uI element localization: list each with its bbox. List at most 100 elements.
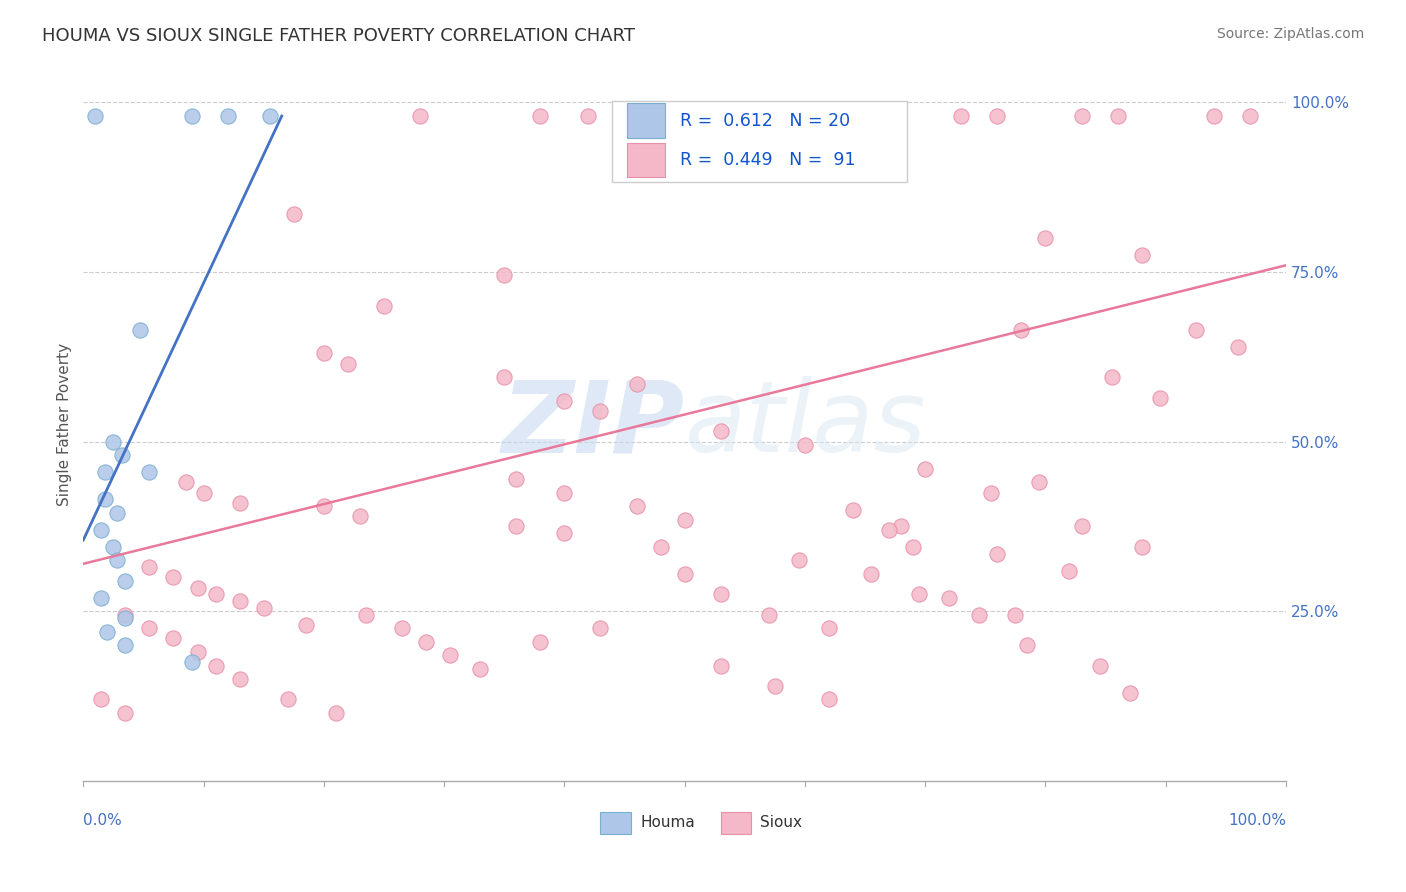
Point xyxy=(1088,658,1111,673)
Point xyxy=(138,560,160,574)
Point xyxy=(90,523,112,537)
Point xyxy=(312,346,335,360)
Point xyxy=(105,506,128,520)
Point xyxy=(626,376,648,391)
Point xyxy=(529,109,551,123)
Point xyxy=(1035,231,1057,245)
FancyBboxPatch shape xyxy=(627,143,665,177)
Point xyxy=(793,438,815,452)
Point xyxy=(986,547,1008,561)
Point xyxy=(94,465,117,479)
Point xyxy=(967,607,990,622)
Point xyxy=(349,509,371,524)
Point xyxy=(908,587,931,601)
Point xyxy=(793,109,815,123)
Point xyxy=(553,394,575,409)
Point xyxy=(650,540,672,554)
Point xyxy=(710,425,733,439)
Text: Houma: Houma xyxy=(640,815,695,830)
Point xyxy=(578,109,600,123)
Point xyxy=(391,621,413,635)
Point xyxy=(312,499,335,513)
Point xyxy=(1028,475,1050,490)
Point xyxy=(180,109,202,123)
Point xyxy=(938,591,960,605)
Point xyxy=(901,540,924,554)
Point xyxy=(193,485,215,500)
Point xyxy=(105,553,128,567)
Point xyxy=(283,207,305,221)
Point xyxy=(529,635,551,649)
Point xyxy=(589,621,612,635)
Point xyxy=(818,621,841,635)
Point xyxy=(354,607,377,622)
Text: R =  0.449   N =  91: R = 0.449 N = 91 xyxy=(681,151,855,169)
Point xyxy=(174,475,197,490)
Point xyxy=(325,706,347,720)
Point xyxy=(228,594,250,608)
Point xyxy=(204,658,226,673)
Point xyxy=(763,679,786,693)
Point xyxy=(914,462,936,476)
Point xyxy=(336,357,359,371)
Point xyxy=(877,523,900,537)
Point xyxy=(103,540,125,554)
Point xyxy=(204,587,226,601)
Point xyxy=(439,648,461,663)
FancyBboxPatch shape xyxy=(627,103,665,137)
Point xyxy=(217,109,239,123)
Point xyxy=(259,109,281,123)
Point xyxy=(494,370,516,384)
Point xyxy=(1149,391,1171,405)
Point xyxy=(90,591,112,605)
Point xyxy=(114,607,136,622)
Point xyxy=(138,621,160,635)
Point xyxy=(228,496,250,510)
Point xyxy=(1070,519,1092,533)
Point xyxy=(1184,323,1206,337)
Point xyxy=(626,499,648,513)
FancyBboxPatch shape xyxy=(721,812,751,834)
Point xyxy=(1004,607,1026,622)
Point xyxy=(114,574,136,588)
Point xyxy=(1130,248,1153,262)
Point xyxy=(187,645,209,659)
Point xyxy=(114,706,136,720)
Point xyxy=(1118,686,1140,700)
Point xyxy=(1226,340,1249,354)
Point xyxy=(673,566,696,581)
Point xyxy=(114,611,136,625)
Point xyxy=(986,109,1008,123)
Text: Source: ZipAtlas.com: Source: ZipAtlas.com xyxy=(1216,27,1364,41)
Point xyxy=(1010,323,1032,337)
Point xyxy=(111,448,134,462)
FancyBboxPatch shape xyxy=(613,101,907,183)
Point xyxy=(505,472,527,486)
Point xyxy=(1059,564,1081,578)
Text: R =  0.612   N = 20: R = 0.612 N = 20 xyxy=(681,112,851,129)
Point xyxy=(128,323,150,337)
Point xyxy=(787,553,810,567)
Point xyxy=(1130,540,1153,554)
Point xyxy=(96,624,118,639)
Point xyxy=(1101,370,1123,384)
Y-axis label: Single Father Poverty: Single Father Poverty xyxy=(58,343,72,507)
Point xyxy=(228,672,250,686)
Point xyxy=(494,268,516,283)
Point xyxy=(553,526,575,541)
Text: ZIP: ZIP xyxy=(502,376,685,473)
Point xyxy=(162,570,184,584)
Text: Sioux: Sioux xyxy=(761,815,803,830)
Point xyxy=(505,519,527,533)
Point xyxy=(114,638,136,652)
FancyBboxPatch shape xyxy=(600,812,630,834)
Text: HOUMA VS SIOUX SINGLE FATHER POVERTY CORRELATION CHART: HOUMA VS SIOUX SINGLE FATHER POVERTY COR… xyxy=(42,27,636,45)
Point xyxy=(890,519,912,533)
Point xyxy=(138,465,160,479)
Point xyxy=(697,109,720,123)
Point xyxy=(710,658,733,673)
Text: 100.0%: 100.0% xyxy=(1227,813,1286,828)
Point xyxy=(758,607,780,622)
Point xyxy=(84,109,107,123)
Point xyxy=(1107,109,1129,123)
